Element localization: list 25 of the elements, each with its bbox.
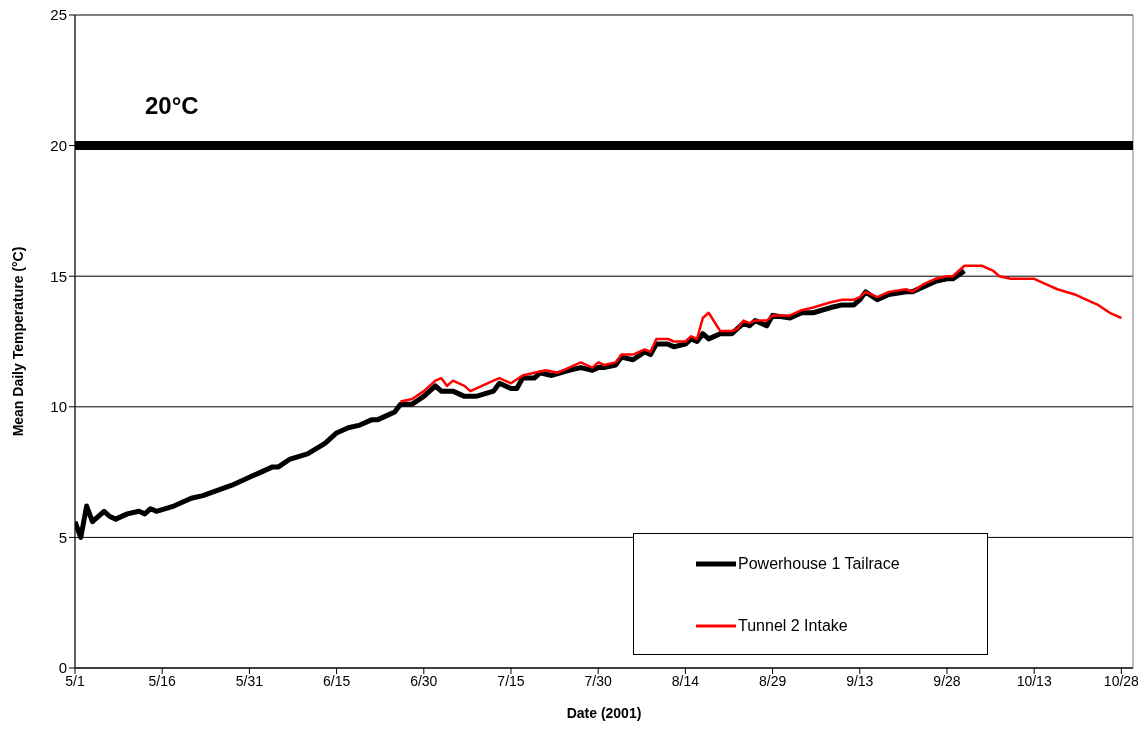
x-axis-title: Date (2001) [566, 705, 642, 721]
x-tick-label: 5/16 [148, 672, 177, 689]
y-tick-label: 5 [58, 528, 67, 546]
y-tick-label: 10 [50, 398, 67, 416]
x-tick-label: 9/13 [846, 672, 874, 689]
x-tick-label: 8/29 [758, 672, 787, 689]
x-tick-label: 5/31 [235, 672, 264, 689]
x-tick-label: 7/30 [584, 672, 613, 689]
x-tick-label: 6/15 [322, 672, 351, 689]
y-tick-label: 15 [50, 267, 67, 285]
x-tick-label: 10/13 [1016, 672, 1052, 689]
x-tick-label: 9/28 [933, 672, 961, 689]
x-tick-label: 6/30 [410, 672, 438, 689]
legend-label: Powerhouse 1 Tailrace [738, 555, 900, 573]
y-tick-label: 20 [50, 136, 67, 154]
y-tick-label: 0 [58, 659, 67, 677]
y-axis-title: Mean Daily Temperature (°C) [9, 246, 26, 437]
x-tick-label: 10/28 [1103, 672, 1140, 689]
x-tick-label: 7/15 [497, 672, 525, 689]
x-tick-label: 5/1 [65, 672, 85, 689]
line-series [399, 264, 1123, 403]
x-tick-label: 8/14 [671, 672, 700, 689]
ref-line-label: 20°C [145, 91, 199, 119]
legend-label: Tunnel 2 Intake [738, 617, 848, 635]
y-tick-label: 25 [50, 6, 67, 24]
